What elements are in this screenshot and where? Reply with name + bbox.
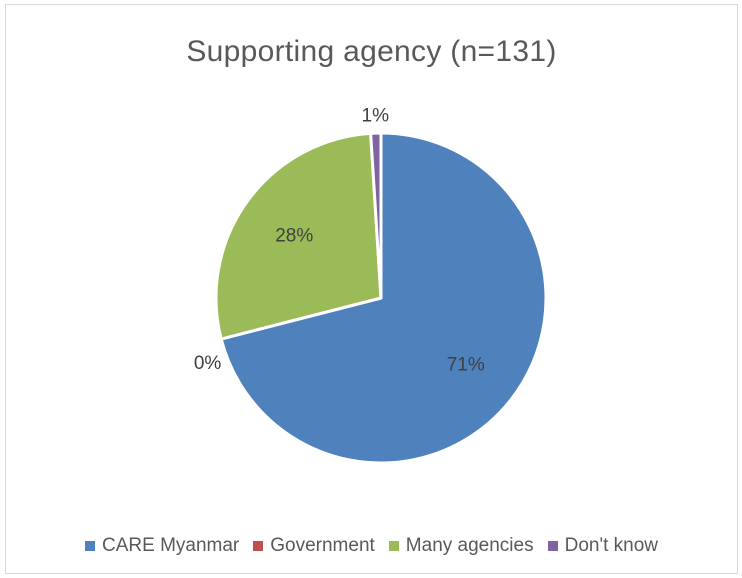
legend-item-government: Government — [253, 535, 375, 557]
pie-data-labels: 71% 0% 28% 1% — [194, 106, 485, 376]
pie-slice-many-agencies — [214, 131, 383, 341]
chart-title: Supporting agency (n=131) — [186, 35, 557, 68]
legend-label: Many agencies — [405, 535, 534, 556]
legend-swatch — [85, 541, 95, 551]
chart-legend: CARE Myanmar Government Many agencies Don't… — [6, 535, 737, 557]
legend-swatch — [388, 541, 399, 551]
pie-slice-don-t-know — [369, 131, 383, 300]
data-label-don-t-know: 1% — [362, 106, 390, 127]
chart-frame: Supporting agency (n=131) 71% 0% 28% 1% CAR… — [5, 4, 738, 574]
pie-slices — [214, 131, 548, 465]
legend-swatch — [547, 541, 558, 551]
legend-item-care-myanmar: CARE Myanmar — [85, 535, 239, 557]
legend-item-don-t-know: Don't know — [547, 535, 658, 557]
pie-slice-care-myanmar — [219, 131, 548, 465]
legend-swatch — [253, 541, 264, 551]
data-label-many-agencies: 28% — [275, 226, 313, 247]
legend-label: CARE Myanmar — [102, 535, 240, 556]
legend-label: Don't know — [564, 535, 658, 556]
data-label-government: 0% — [194, 353, 222, 374]
legend-label: Government — [270, 535, 375, 556]
data-label-care-myanmar: 71% — [447, 354, 485, 375]
pie-chart: 71% 0% 28% 1% — [194, 106, 548, 465]
legend-item-many-agencies: Many agencies — [388, 535, 534, 557]
